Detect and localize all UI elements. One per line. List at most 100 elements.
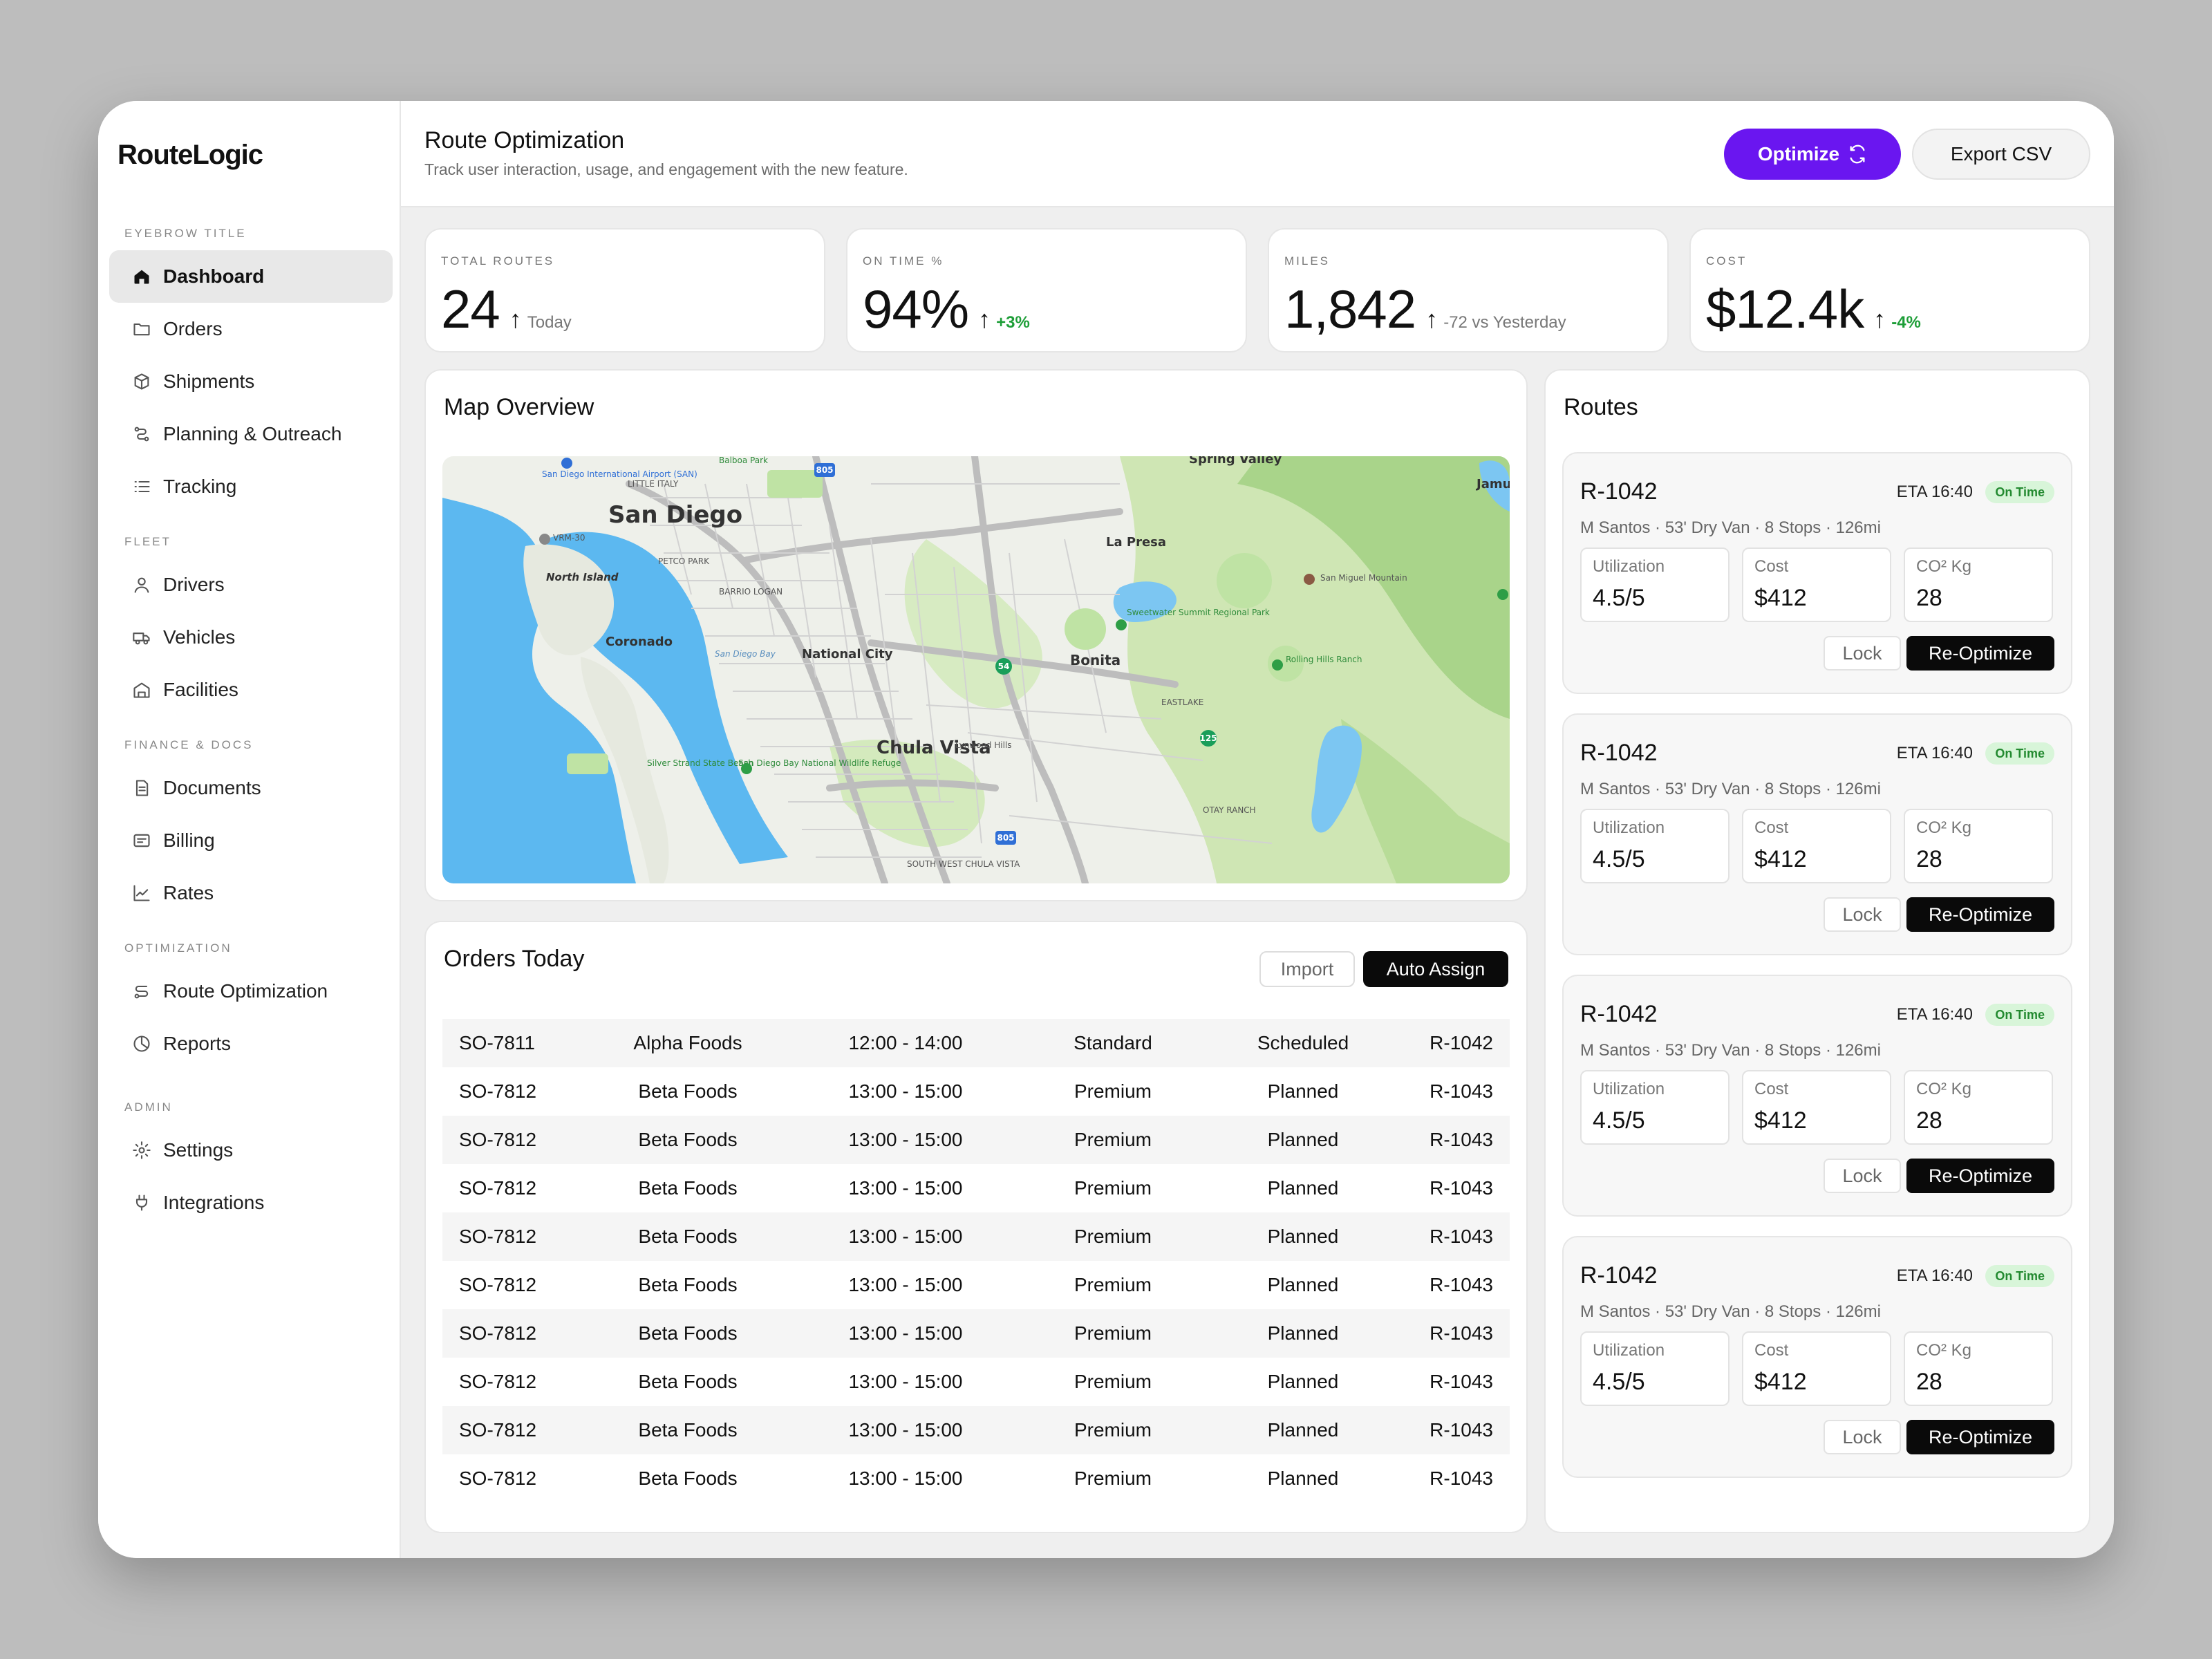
map-label-silver-strand: Silver Strand State Beach — [647, 758, 753, 768]
route-cell: R-1043 — [1430, 1177, 1493, 1199]
brand-logo[interactable]: RouteLogic — [118, 140, 263, 170]
service-cell: Premium — [1074, 1177, 1152, 1199]
route-eta: ETA 16:40 — [1896, 1005, 1973, 1024]
sidebar-item-documents[interactable]: Documents — [109, 762, 393, 814]
sidebar-item-tracking[interactable]: Tracking — [109, 460, 393, 513]
highway-805-label-2: 805 — [997, 833, 1014, 843]
map-view[interactable]: 805 805 54 125 San Diego Coronado Nation… — [442, 456, 1510, 883]
sidebar-item-label: Route Optimization — [163, 980, 328, 1002]
route-metric: Cost $412 — [1742, 1331, 1891, 1406]
sidebar-item-route-optimization[interactable]: Route Optimization — [109, 965, 393, 1018]
route-meta: M Santos · 53' Dry Van · 8 Stops · 126mi — [1580, 518, 1881, 537]
export-csv-button[interactable]: Export CSV — [1912, 129, 2090, 180]
route-card[interactable]: R-1042 ETA 16:40 On Time M Santos · 53' Dry… — [1562, 1236, 2072, 1478]
window-cell: 13:00 - 15:00 — [848, 1419, 963, 1441]
table-row[interactable]: SO-7812 Beta Foods 13:00 - 15:00 Premium Pla… — [442, 1454, 1510, 1503]
sidebar-item-orders[interactable]: Orders — [109, 303, 393, 355]
orders-title: Orders Today — [444, 946, 585, 972]
table-row[interactable]: SO-7812 Beta Foods 13:00 - 15:00 Premium Pla… — [442, 1164, 1510, 1212]
service-cell: Premium — [1074, 1080, 1152, 1102]
sidebar-item-vehicles[interactable]: Vehicles — [109, 611, 393, 664]
lock-button[interactable]: Lock — [1824, 1420, 1901, 1454]
auto-assign-button[interactable]: Auto Assign — [1363, 951, 1508, 987]
re-optimize-button[interactable]: Re-Optimize — [1906, 897, 2054, 932]
sidebar-item-drivers[interactable]: Drivers — [109, 559, 393, 611]
status-cell: Planned — [1267, 1080, 1339, 1102]
optimize-button[interactable]: Optimize — [1724, 129, 1901, 180]
re-optimize-button[interactable]: Re-Optimize — [1906, 1159, 2054, 1193]
highway-54-label: 54 — [998, 662, 1010, 671]
table-row[interactable]: SO-7812 Beta Foods 13:00 - 15:00 Premium Pla… — [442, 1067, 1510, 1116]
sidebar-item-facilities[interactable]: Facilities — [109, 664, 393, 716]
stat-row: $12.4k ↑ -4% — [1706, 278, 1921, 341]
lock-button[interactable]: Lock — [1824, 1159, 1901, 1193]
stat-label: On Time % — [863, 254, 944, 268]
map-label-san-diego: San Diego — [608, 501, 742, 529]
service-cell: Premium — [1074, 1226, 1152, 1247]
stat-value: $12.4k — [1706, 279, 1864, 339]
table-row[interactable]: SO-7812 Beta Foods 13:00 - 15:00 Premium Pla… — [442, 1309, 1510, 1358]
order-id-cell: SO-7811 — [459, 1032, 535, 1053]
document-icon — [131, 778, 152, 798]
route-card[interactable]: R-1042 ETA 16:40 On Time M Santos · 53' Dry… — [1562, 975, 2072, 1217]
status-cell: Planned — [1267, 1419, 1339, 1441]
lock-button[interactable]: Lock — [1824, 897, 1901, 932]
sidebar-item-settings[interactable]: Settings — [109, 1124, 393, 1177]
stat-label: Cost — [1706, 254, 1747, 268]
map-label-jamul: Jamu — [1475, 477, 1510, 491]
status-badge: On Time — [1985, 742, 2054, 765]
sidebar-item-label: Integrations — [163, 1192, 265, 1213]
table-row[interactable]: SO-7812 Beta Foods 13:00 - 15:00 Premium Pla… — [442, 1212, 1510, 1261]
re-optimize-button[interactable]: Re-Optimize — [1906, 1420, 2054, 1454]
route-meta: M Santos · 53' Dry Van · 8 Stops · 126mi — [1580, 780, 1881, 798]
table-row[interactable]: SO-7812 Beta Foods 13:00 - 15:00 Premium Pla… — [442, 1261, 1510, 1309]
order-id-cell: SO-7812 — [459, 1177, 537, 1199]
customer-cell: Beta Foods — [638, 1468, 738, 1489]
planning-icon — [131, 424, 152, 444]
metric-value: 28 — [1916, 1369, 1942, 1395]
metric-label: Utilization — [1593, 818, 1665, 837]
import-button[interactable]: Import — [1259, 951, 1355, 987]
sidebar-item-reports[interactable]: Reports — [109, 1018, 393, 1070]
sidebar-item-label: Facilities — [163, 679, 238, 700]
route-metric: Cost $412 — [1742, 1070, 1891, 1145]
lock-button[interactable]: Lock — [1824, 636, 1901, 671]
highway-805-label: 805 — [816, 465, 833, 475]
refresh-icon — [1850, 144, 1865, 164]
route-metric: Utilization 4.5/5 — [1580, 1331, 1730, 1406]
order-id-cell: SO-7812 — [459, 1080, 537, 1102]
sidebar-item-integrations[interactable]: Integrations — [109, 1177, 393, 1229]
sidebar-item-planning-outreach[interactable]: Planning & Outreach — [109, 408, 393, 460]
sidebar-item-dashboard[interactable]: Dashboard — [109, 250, 393, 303]
sidebar-item-label: Rates — [163, 882, 214, 903]
table-row[interactable]: SO-7812 Beta Foods 13:00 - 15:00 Premium Pla… — [442, 1406, 1510, 1454]
status-cell: Scheduled — [1257, 1032, 1349, 1053]
order-id-cell: SO-7812 — [459, 1322, 537, 1344]
route-id: R-1042 — [1580, 740, 1658, 766]
route-eta: ETA 16:40 — [1896, 1266, 1973, 1285]
status-cell: Planned — [1267, 1177, 1339, 1199]
sidebar-item-label: Tracking — [163, 476, 237, 497]
stat-label: Miles — [1284, 254, 1331, 268]
table-row[interactable]: SO-7812 Beta Foods 13:00 - 15:00 Premium Pla… — [442, 1116, 1510, 1164]
status-cell: Planned — [1267, 1274, 1339, 1295]
orders-table: SO-7811 Alpha Foods 12:00 - 14:00 Standard S… — [442, 1019, 1510, 1503]
route-card[interactable]: R-1042 ETA 16:40 On Time M Santos · 53' Dry… — [1562, 452, 2072, 694]
table-row[interactable]: SO-7811 Alpha Foods 12:00 - 14:00 Standard S… — [442, 1019, 1510, 1067]
route-eta: ETA 16:40 — [1896, 744, 1973, 762]
metric-value: 4.5/5 — [1593, 1107, 1645, 1134]
table-row[interactable]: SO-7812 Beta Foods 13:00 - 15:00 Premium Pla… — [442, 1358, 1510, 1406]
sidebar-item-billing[interactable]: Billing — [109, 814, 393, 867]
sidebar-item-rates[interactable]: Rates — [109, 867, 393, 919]
map-label-otay-ranch: OTAY RANCH — [1203, 805, 1256, 815]
sidebar-item-shipments[interactable]: Shipments — [109, 355, 393, 408]
route-cell: R-1043 — [1430, 1322, 1493, 1344]
map-label-barrio-logan: BARRIO LOGAN — [719, 587, 782, 597]
re-optimize-button[interactable]: Re-Optimize — [1906, 636, 2054, 671]
stat-note: -72 vs Yesterday — [1443, 313, 1566, 332]
customer-cell: Beta Foods — [638, 1129, 738, 1150]
route-card[interactable]: R-1042 ETA 16:40 On Time M Santos · 53' Dry… — [1562, 713, 2072, 955]
order-id-cell: SO-7812 — [459, 1226, 537, 1247]
window-cell: 13:00 - 15:00 — [848, 1322, 963, 1344]
metric-label: CO² Kg — [1916, 557, 1972, 576]
